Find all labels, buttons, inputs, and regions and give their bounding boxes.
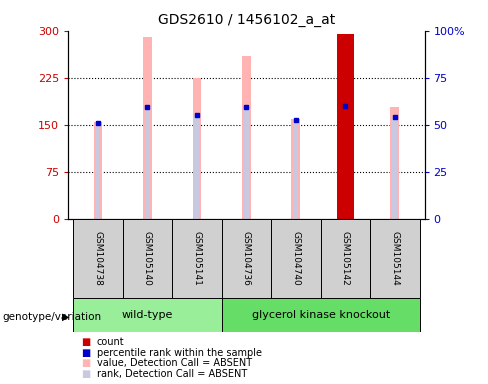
Bar: [390, 107, 399, 219]
Text: GSM104736: GSM104736: [242, 231, 251, 286]
Text: wild-type: wild-type: [122, 310, 173, 320]
Bar: [143, 37, 152, 219]
Bar: [96, 123, 101, 219]
Text: percentile rank within the sample: percentile rank within the sample: [97, 348, 262, 358]
Title: GDS2610 / 1456102_a_at: GDS2610 / 1456102_a_at: [158, 13, 335, 27]
Text: glycerol kinase knockout: glycerol kinase knockout: [251, 310, 390, 320]
Text: ■: ■: [81, 337, 90, 347]
Bar: [242, 56, 251, 219]
Text: genotype/variation: genotype/variation: [2, 312, 102, 322]
Text: ■: ■: [81, 369, 90, 379]
Bar: [370, 219, 420, 298]
Text: ■: ■: [81, 348, 90, 358]
Bar: [73, 219, 123, 298]
Bar: [291, 119, 301, 219]
Bar: [192, 78, 202, 219]
Bar: [73, 298, 222, 332]
Bar: [293, 120, 298, 219]
Text: GSM104738: GSM104738: [94, 231, 102, 286]
Bar: [172, 219, 222, 298]
Text: rank, Detection Call = ABSENT: rank, Detection Call = ABSENT: [97, 369, 247, 379]
Text: GSM105140: GSM105140: [143, 231, 152, 286]
Bar: [222, 219, 271, 298]
Text: GSM105142: GSM105142: [341, 231, 350, 286]
Bar: [244, 107, 249, 219]
Bar: [222, 298, 420, 332]
Bar: [321, 219, 370, 298]
Bar: [145, 107, 150, 219]
Bar: [271, 219, 321, 298]
Text: GSM104740: GSM104740: [291, 231, 301, 286]
Text: GSM105144: GSM105144: [390, 231, 399, 286]
Text: value, Detection Call = ABSENT: value, Detection Call = ABSENT: [97, 358, 252, 368]
Bar: [337, 34, 354, 219]
Text: count: count: [97, 337, 124, 347]
Text: GSM105141: GSM105141: [192, 231, 202, 286]
Text: ▶: ▶: [62, 312, 70, 322]
Bar: [123, 219, 172, 298]
Bar: [94, 122, 102, 219]
Bar: [392, 117, 397, 219]
Text: ■: ■: [81, 358, 90, 368]
Bar: [195, 115, 200, 219]
